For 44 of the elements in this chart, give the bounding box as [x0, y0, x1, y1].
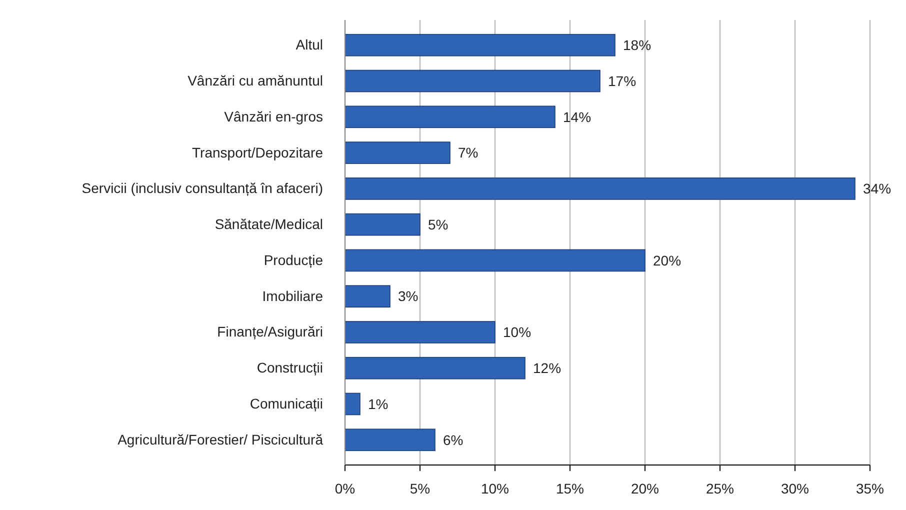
data-label: 5%: [428, 216, 448, 232]
data-label: 12%: [533, 360, 562, 376]
bar: [344, 106, 556, 128]
x-tick-label: 20%: [630, 480, 660, 497]
bar: [344, 392, 360, 416]
y-tick-label: Construcții: [256, 360, 323, 376]
data-label: 1%: [368, 396, 388, 412]
y-tick-label: Servicii (inclusiv consultanță în afaceri): [82, 180, 323, 196]
y-tick-label: Comunicații: [250, 395, 323, 412]
y-tick-label: Imobiliare: [262, 288, 324, 304]
x-tick-label: 10%: [480, 480, 510, 497]
bar: [344, 321, 496, 344]
bar: [344, 428, 436, 452]
y-tick-label: Vânzări en-gros: [224, 108, 323, 124]
data-label: 34%: [863, 180, 892, 197]
data-label: 14%: [563, 108, 592, 125]
data-label: 18%: [623, 37, 652, 54]
x-tick-label: 15%: [556, 480, 584, 497]
x-tick-label: 0%: [334, 480, 356, 497]
y-tick-label: Agricultură/Forestier/ Piscicultură: [118, 431, 324, 448]
data-label: 20%: [653, 252, 682, 268]
y-tick-label: Producție: [264, 252, 324, 268]
bar: [344, 34, 616, 56]
bar: [344, 356, 526, 380]
x-tick-label: 5%: [410, 480, 430, 497]
bar: [344, 249, 646, 272]
x-tick-label: 30%: [780, 480, 810, 497]
y-tick-label: Vânzări cu amănuntul: [188, 72, 323, 88]
data-label: 10%: [503, 324, 532, 340]
y-tick-label: Transport/Depozitare: [192, 144, 324, 160]
bar: [344, 178, 856, 200]
y-tick-label: Sănătate/Medical: [214, 216, 323, 232]
data-label: 3%: [398, 288, 418, 304]
bar: [344, 70, 600, 92]
data-label: 17%: [608, 72, 636, 89]
data-label: 7%: [458, 144, 478, 161]
bar: [344, 142, 450, 164]
bar: [344, 285, 390, 308]
y-tick-label: Altul: [296, 36, 323, 53]
data-label: 6%: [443, 432, 464, 448]
x-tick-label: 25%: [706, 480, 734, 497]
y-tick-label: Finanțe/Asigurări: [217, 324, 323, 340]
x-tick-label: 35%: [856, 480, 884, 497]
bar: [344, 213, 420, 236]
